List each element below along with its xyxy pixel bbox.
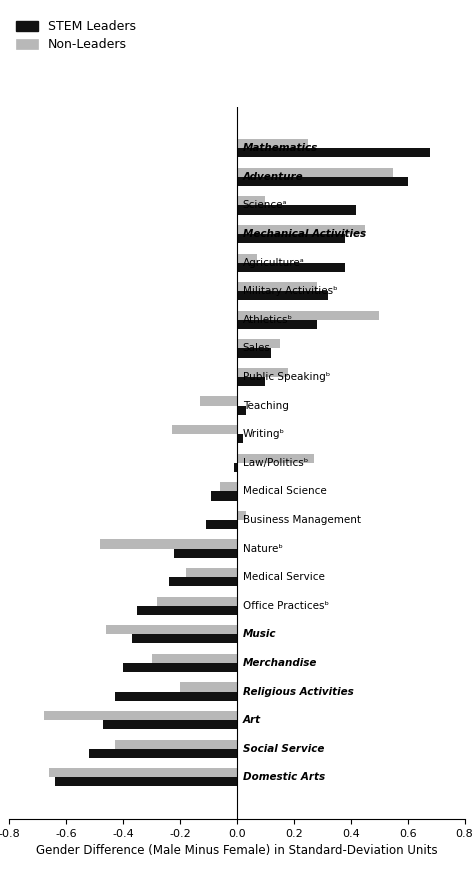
Bar bbox=[172, 425, 237, 434]
Bar bbox=[237, 197, 265, 206]
Bar bbox=[237, 311, 379, 320]
Text: Adventure: Adventure bbox=[243, 172, 303, 182]
Bar bbox=[211, 491, 237, 500]
Bar bbox=[200, 396, 237, 406]
Bar bbox=[237, 368, 288, 377]
Bar bbox=[237, 320, 317, 329]
Bar bbox=[237, 149, 430, 158]
Bar bbox=[206, 520, 237, 530]
Text: Military Activitiesᵇ: Military Activitiesᵇ bbox=[243, 287, 337, 296]
Bar bbox=[180, 683, 237, 692]
Text: Natureᵇ: Natureᵇ bbox=[243, 544, 283, 554]
Bar bbox=[49, 768, 237, 777]
Text: Medical Service: Medical Service bbox=[243, 572, 325, 582]
Bar bbox=[174, 548, 237, 558]
Bar bbox=[237, 234, 345, 243]
Bar bbox=[237, 377, 265, 386]
Bar bbox=[89, 748, 237, 758]
Bar bbox=[115, 740, 237, 748]
Bar bbox=[55, 777, 237, 787]
Bar bbox=[237, 225, 365, 234]
Bar bbox=[237, 282, 317, 291]
Bar bbox=[169, 577, 237, 587]
Bar bbox=[237, 339, 280, 349]
Text: Teaching: Teaching bbox=[243, 400, 289, 410]
Text: Sales: Sales bbox=[243, 344, 271, 353]
Text: Music: Music bbox=[243, 629, 276, 639]
Text: Writingᵇ: Writingᵇ bbox=[243, 429, 285, 439]
Bar bbox=[115, 692, 237, 700]
Bar bbox=[152, 654, 237, 663]
Bar bbox=[237, 167, 393, 177]
Text: Religious Activities: Religious Activities bbox=[243, 686, 354, 697]
Bar bbox=[186, 568, 237, 577]
Bar bbox=[100, 539, 237, 548]
Bar bbox=[106, 625, 237, 635]
Bar bbox=[237, 434, 243, 443]
Bar bbox=[237, 139, 308, 149]
Bar bbox=[237, 349, 271, 358]
Bar bbox=[103, 720, 237, 729]
Legend: STEM Leaders, Non-Leaders: STEM Leaders, Non-Leaders bbox=[16, 20, 136, 52]
Text: Medical Science: Medical Science bbox=[243, 487, 327, 497]
Text: Business Management: Business Management bbox=[243, 515, 361, 525]
Text: Social Service: Social Service bbox=[243, 744, 324, 754]
Bar bbox=[157, 596, 237, 606]
Bar bbox=[132, 635, 237, 643]
Bar bbox=[44, 711, 237, 720]
Text: Mechanical Activities: Mechanical Activities bbox=[243, 229, 366, 239]
Bar bbox=[237, 454, 314, 463]
Text: Agricultureᵃ: Agricultureᵃ bbox=[243, 258, 304, 268]
Text: Public Speakingᵇ: Public Speakingᵇ bbox=[243, 372, 330, 382]
Text: Office Practicesᵇ: Office Practicesᵇ bbox=[243, 601, 328, 611]
Text: Law/Politicsᵇ: Law/Politicsᵇ bbox=[243, 457, 308, 468]
Bar bbox=[137, 606, 237, 615]
Bar bbox=[237, 406, 246, 415]
Bar bbox=[237, 254, 257, 263]
Text: Athleticsᵇ: Athleticsᵇ bbox=[243, 315, 292, 325]
Bar bbox=[237, 511, 246, 520]
Bar bbox=[237, 263, 345, 271]
Bar bbox=[220, 482, 237, 491]
Text: Scienceᵃ: Scienceᵃ bbox=[243, 200, 287, 211]
Bar bbox=[237, 291, 328, 301]
X-axis label: Gender Difference (Male Minus Female) in Standard-Deviation Units: Gender Difference (Male Minus Female) in… bbox=[36, 844, 438, 857]
Text: Merchandise: Merchandise bbox=[243, 658, 317, 668]
Bar bbox=[123, 663, 237, 672]
Text: Mathematics: Mathematics bbox=[243, 143, 318, 153]
Bar bbox=[237, 177, 408, 186]
Text: Art: Art bbox=[243, 715, 261, 725]
Bar bbox=[237, 206, 356, 214]
Text: Domestic Arts: Domestic Arts bbox=[243, 773, 325, 782]
Bar bbox=[234, 463, 237, 472]
